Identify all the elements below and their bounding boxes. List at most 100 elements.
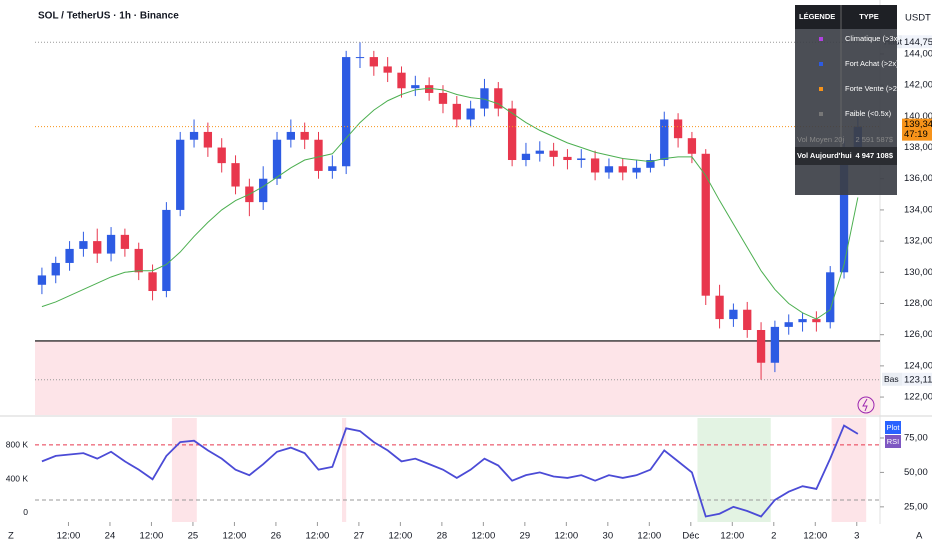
- zone-layer: [35, 340, 880, 415]
- candle-body: [65, 248, 74, 263]
- y-tick-label: 128,00: [904, 298, 932, 309]
- currency: USDT: [905, 13, 931, 24]
- candle-body: [812, 319, 821, 323]
- support-zone: [35, 340, 880, 415]
- candle-body: [701, 153, 710, 296]
- y-tick-label: 142,00: [904, 80, 932, 91]
- candle-body: [162, 209, 171, 292]
- x-tick-label: 24: [105, 531, 116, 542]
- legend-row-text: Forte Vente (>2x): [845, 84, 904, 93]
- candle-body: [328, 166, 337, 171]
- x-tick-label: 12:00: [471, 531, 495, 542]
- alert-icon: [857, 396, 875, 414]
- candle-body: [729, 309, 738, 320]
- rsi-badge: [885, 421, 901, 434]
- candle-body: [549, 150, 558, 157]
- candle-body: [784, 322, 793, 327]
- candle-body: [148, 272, 157, 292]
- x-tick-label: 12:00: [140, 531, 164, 542]
- rsi-zone: [342, 418, 347, 522]
- rsi-badge: [885, 435, 901, 448]
- candle-body: [314, 139, 323, 171]
- candle-body: [438, 92, 448, 104]
- candle-body: [134, 248, 143, 273]
- candle-body: [646, 160, 655, 168]
- candle-body: [355, 57, 365, 59]
- candle-body: [494, 88, 503, 109]
- x-tick-label: Déc: [682, 531, 699, 542]
- candle-body: [826, 272, 835, 323]
- candle-body: [106, 234, 116, 254]
- candle-body: [300, 131, 309, 140]
- rsi-badge-text: Plot: [887, 423, 901, 432]
- volume-tick-label: 400 K: [6, 473, 29, 483]
- candle-body: [839, 147, 849, 273]
- x-tick-label: 29: [520, 531, 531, 542]
- rsi-zone: [831, 418, 867, 522]
- candle-body: [259, 178, 268, 203]
- y-tick-label: 140,00: [904, 111, 932, 122]
- marker-value: 123,11: [904, 374, 932, 385]
- rsi-tick-label: 25,00: [904, 501, 928, 512]
- moving-average: [41, 87, 859, 320]
- x-tick-label: 12:00: [637, 531, 661, 542]
- candle-body: [521, 153, 531, 161]
- legend-row-text: Climatique (>3x): [845, 34, 900, 43]
- x-tick-label: 12:00: [57, 531, 81, 542]
- candle-body: [673, 119, 683, 139]
- y-tick-label: 126,00: [904, 329, 932, 340]
- main-pane: [37, 42, 863, 380]
- candle-body: [397, 72, 406, 89]
- countdown: 47:19: [904, 129, 928, 140]
- y-tick-label: 122,00: [904, 392, 932, 403]
- chart-title: SOL / TetherUS · 1h · Binance: [38, 11, 179, 22]
- auto-icon: A: [916, 531, 923, 542]
- x-tick-label: 12:00: [223, 531, 247, 542]
- y-tick-label: 130,00: [904, 267, 932, 278]
- volume-tick-label: 800 K: [6, 439, 29, 449]
- candle-body: [563, 156, 572, 161]
- x-tick-label: 30: [603, 531, 614, 542]
- rsi-line: [41, 424, 859, 518]
- alert-bolt: [862, 398, 868, 412]
- candle-body: [37, 275, 47, 285]
- legend-avg-value: 2 591 587$: [855, 135, 893, 144]
- y-tick-label: 138,00: [904, 142, 932, 153]
- candle-body: [452, 103, 461, 120]
- candle-body: [93, 241, 102, 254]
- x-tick-label: 3: [854, 531, 859, 542]
- legend-today-value: 4 947 108$: [855, 151, 893, 160]
- marker-name-box: [882, 372, 902, 386]
- legend-header-text: TYPE: [859, 12, 879, 21]
- candle-body: [411, 85, 420, 89]
- candle-body: [189, 131, 199, 140]
- y-tick-label: 144,00: [904, 48, 932, 59]
- candle-body: [770, 326, 780, 363]
- marker-value-box: [902, 35, 932, 49]
- last-box: [902, 118, 932, 141]
- candle-body: [632, 167, 641, 173]
- marker-value: 144,75: [904, 37, 932, 48]
- candle-body: [798, 319, 807, 323]
- candle-body: [687, 138, 697, 154]
- y-tick-label: 132,00: [904, 236, 932, 247]
- legend-header: [795, 5, 897, 29]
- candle-body: [577, 158, 586, 161]
- candle-body: [51, 262, 60, 276]
- candle-body: [535, 150, 544, 154]
- tz-icon: Z: [8, 531, 14, 542]
- x-tick-label: 2: [771, 531, 776, 542]
- y-tick-label: 134,00: [904, 204, 932, 215]
- volume-tick-label: 0: [23, 507, 28, 517]
- candle-body: [120, 234, 130, 249]
- candle-body: [286, 131, 295, 140]
- candle-body: [756, 330, 766, 363]
- rsi-tick-label: 50,00: [904, 467, 928, 478]
- rsi-zone: [171, 418, 197, 522]
- marker-value-box: [902, 372, 932, 386]
- candle-body: [480, 88, 489, 109]
- candle-body: [342, 57, 351, 167]
- rsi-zone: [697, 418, 771, 522]
